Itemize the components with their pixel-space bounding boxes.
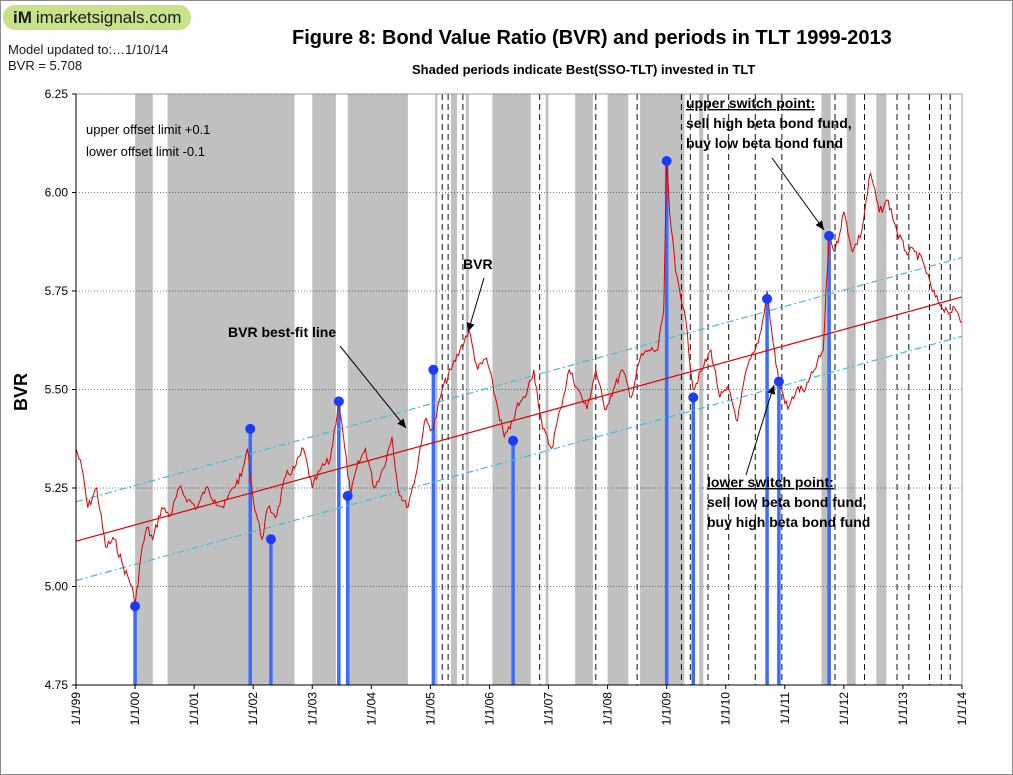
x-tick-label: 1/1/01 bbox=[187, 692, 201, 726]
x-tick-label: 1/1/09 bbox=[660, 692, 674, 726]
switch-point bbox=[265, 534, 276, 545]
logo-mark: iM bbox=[13, 7, 32, 27]
switch-point bbox=[130, 601, 141, 612]
y-tick-label: 5.75 bbox=[45, 284, 69, 298]
tick-labels: 4.75 5.00 5.25 5.50 5.75 6.00 6.25 1/1/99 1/1/00… bbox=[11, 87, 969, 725]
switch-point bbox=[245, 423, 256, 434]
upper-switch-line2: buy low beta bond fund bbox=[686, 135, 843, 151]
bestfit-line bbox=[75, 296, 963, 542]
shaded-period bbox=[135, 94, 153, 685]
model-updated-text: Model updated to:…1/10/14 bbox=[8, 42, 169, 57]
shaded-period bbox=[699, 94, 704, 685]
switch-point bbox=[661, 155, 672, 166]
shaded-period bbox=[465, 94, 469, 685]
bvr-series bbox=[75, 160, 963, 607]
chart-title: Figure 8: Bond Value Ratio (BVR) and per… bbox=[292, 27, 892, 49]
x-tick-label: 1/1/08 bbox=[601, 692, 615, 726]
switch-point bbox=[342, 490, 353, 501]
upper-switch-line1: sell high beta bond fund, bbox=[686, 115, 852, 131]
upper-switch-title: upper switch point: bbox=[686, 95, 815, 111]
upper-limit-note: upper offset limit +0.1 bbox=[86, 122, 210, 137]
y-tick-label: 6.00 bbox=[45, 186, 69, 200]
chart-subtitle: Shaded periods indicate Best(SSO-TLT) in… bbox=[412, 62, 756, 77]
trend-lines bbox=[75, 256, 963, 582]
site-logo[interactable]: iM imarketsignals.com bbox=[3, 5, 191, 30]
switch-point bbox=[824, 230, 835, 241]
shaded-period bbox=[876, 94, 887, 685]
x-tick-label: 1/1/10 bbox=[719, 692, 733, 726]
lower-switch-line1: sell low beta bond fund, bbox=[707, 494, 866, 510]
switch-stems bbox=[133, 160, 831, 685]
x-tick-label: 1/1/03 bbox=[305, 692, 319, 726]
y-tick-label: 4.75 bbox=[45, 678, 69, 692]
switch-points bbox=[130, 155, 835, 612]
x-tick-label: 1/1/12 bbox=[837, 692, 851, 726]
shaded-period bbox=[607, 94, 629, 685]
x-tick-label: 1/1/05 bbox=[423, 692, 437, 726]
switch-point bbox=[688, 392, 699, 403]
y-tick-label: 5.50 bbox=[45, 383, 69, 397]
shaded-period bbox=[640, 94, 685, 685]
upper-switch-arrow bbox=[771, 157, 825, 231]
x-tick-label: 1/1/00 bbox=[128, 692, 142, 726]
bestfit-annotation: BVR best-fit line bbox=[228, 324, 336, 340]
bvr-value-text: BVR = 5.708 bbox=[8, 58, 83, 73]
y-tick-label: 5.00 bbox=[45, 580, 69, 594]
switch-point bbox=[428, 364, 439, 375]
x-tick-label: 1/1/14 bbox=[955, 692, 969, 726]
bvr-annotation: BVR bbox=[463, 256, 493, 272]
bestfit-arrow bbox=[339, 345, 407, 429]
shaded-period bbox=[846, 94, 856, 685]
x-tick-label: 1/1/02 bbox=[246, 692, 260, 726]
lower-limit-note: lower offset limit -0.1 bbox=[86, 144, 205, 159]
lower-switch-line2: buy high beta bond fund bbox=[707, 514, 870, 530]
switch-point bbox=[333, 396, 344, 407]
shaded-period bbox=[167, 94, 295, 685]
shaded-period bbox=[347, 94, 408, 685]
dashed-period-lines bbox=[441, 94, 951, 685]
annotations: upper offset limit +0.1 lower offset limi… bbox=[86, 95, 870, 530]
x-tick-label: 1/1/11 bbox=[778, 692, 792, 725]
x-tick-label: 1/1/06 bbox=[482, 692, 496, 726]
lower-switch-arrow bbox=[745, 384, 776, 476]
lower-switch-title: lower switch point: bbox=[707, 474, 834, 490]
shaded-period bbox=[312, 94, 336, 685]
x-tick-label: 1/1/99 bbox=[69, 692, 83, 726]
y-tick-label: 6.25 bbox=[45, 87, 69, 101]
x-tick-label: 1/1/07 bbox=[542, 692, 556, 726]
switch-point bbox=[762, 293, 773, 304]
logo-text: imarketsignals.com bbox=[35, 7, 182, 27]
switch-point bbox=[508, 435, 519, 446]
y-axis-label: BVR bbox=[11, 373, 31, 411]
y-tick-label: 5.25 bbox=[45, 481, 69, 495]
bvr-arrow bbox=[466, 277, 485, 333]
upper-limit-line bbox=[75, 256, 963, 503]
switch-point bbox=[773, 376, 784, 387]
bvr-line bbox=[75, 160, 963, 607]
lower-limit-line bbox=[75, 335, 963, 582]
x-tick-label: 1/1/04 bbox=[364, 692, 378, 726]
x-tick-label: 1/1/13 bbox=[896, 692, 910, 726]
